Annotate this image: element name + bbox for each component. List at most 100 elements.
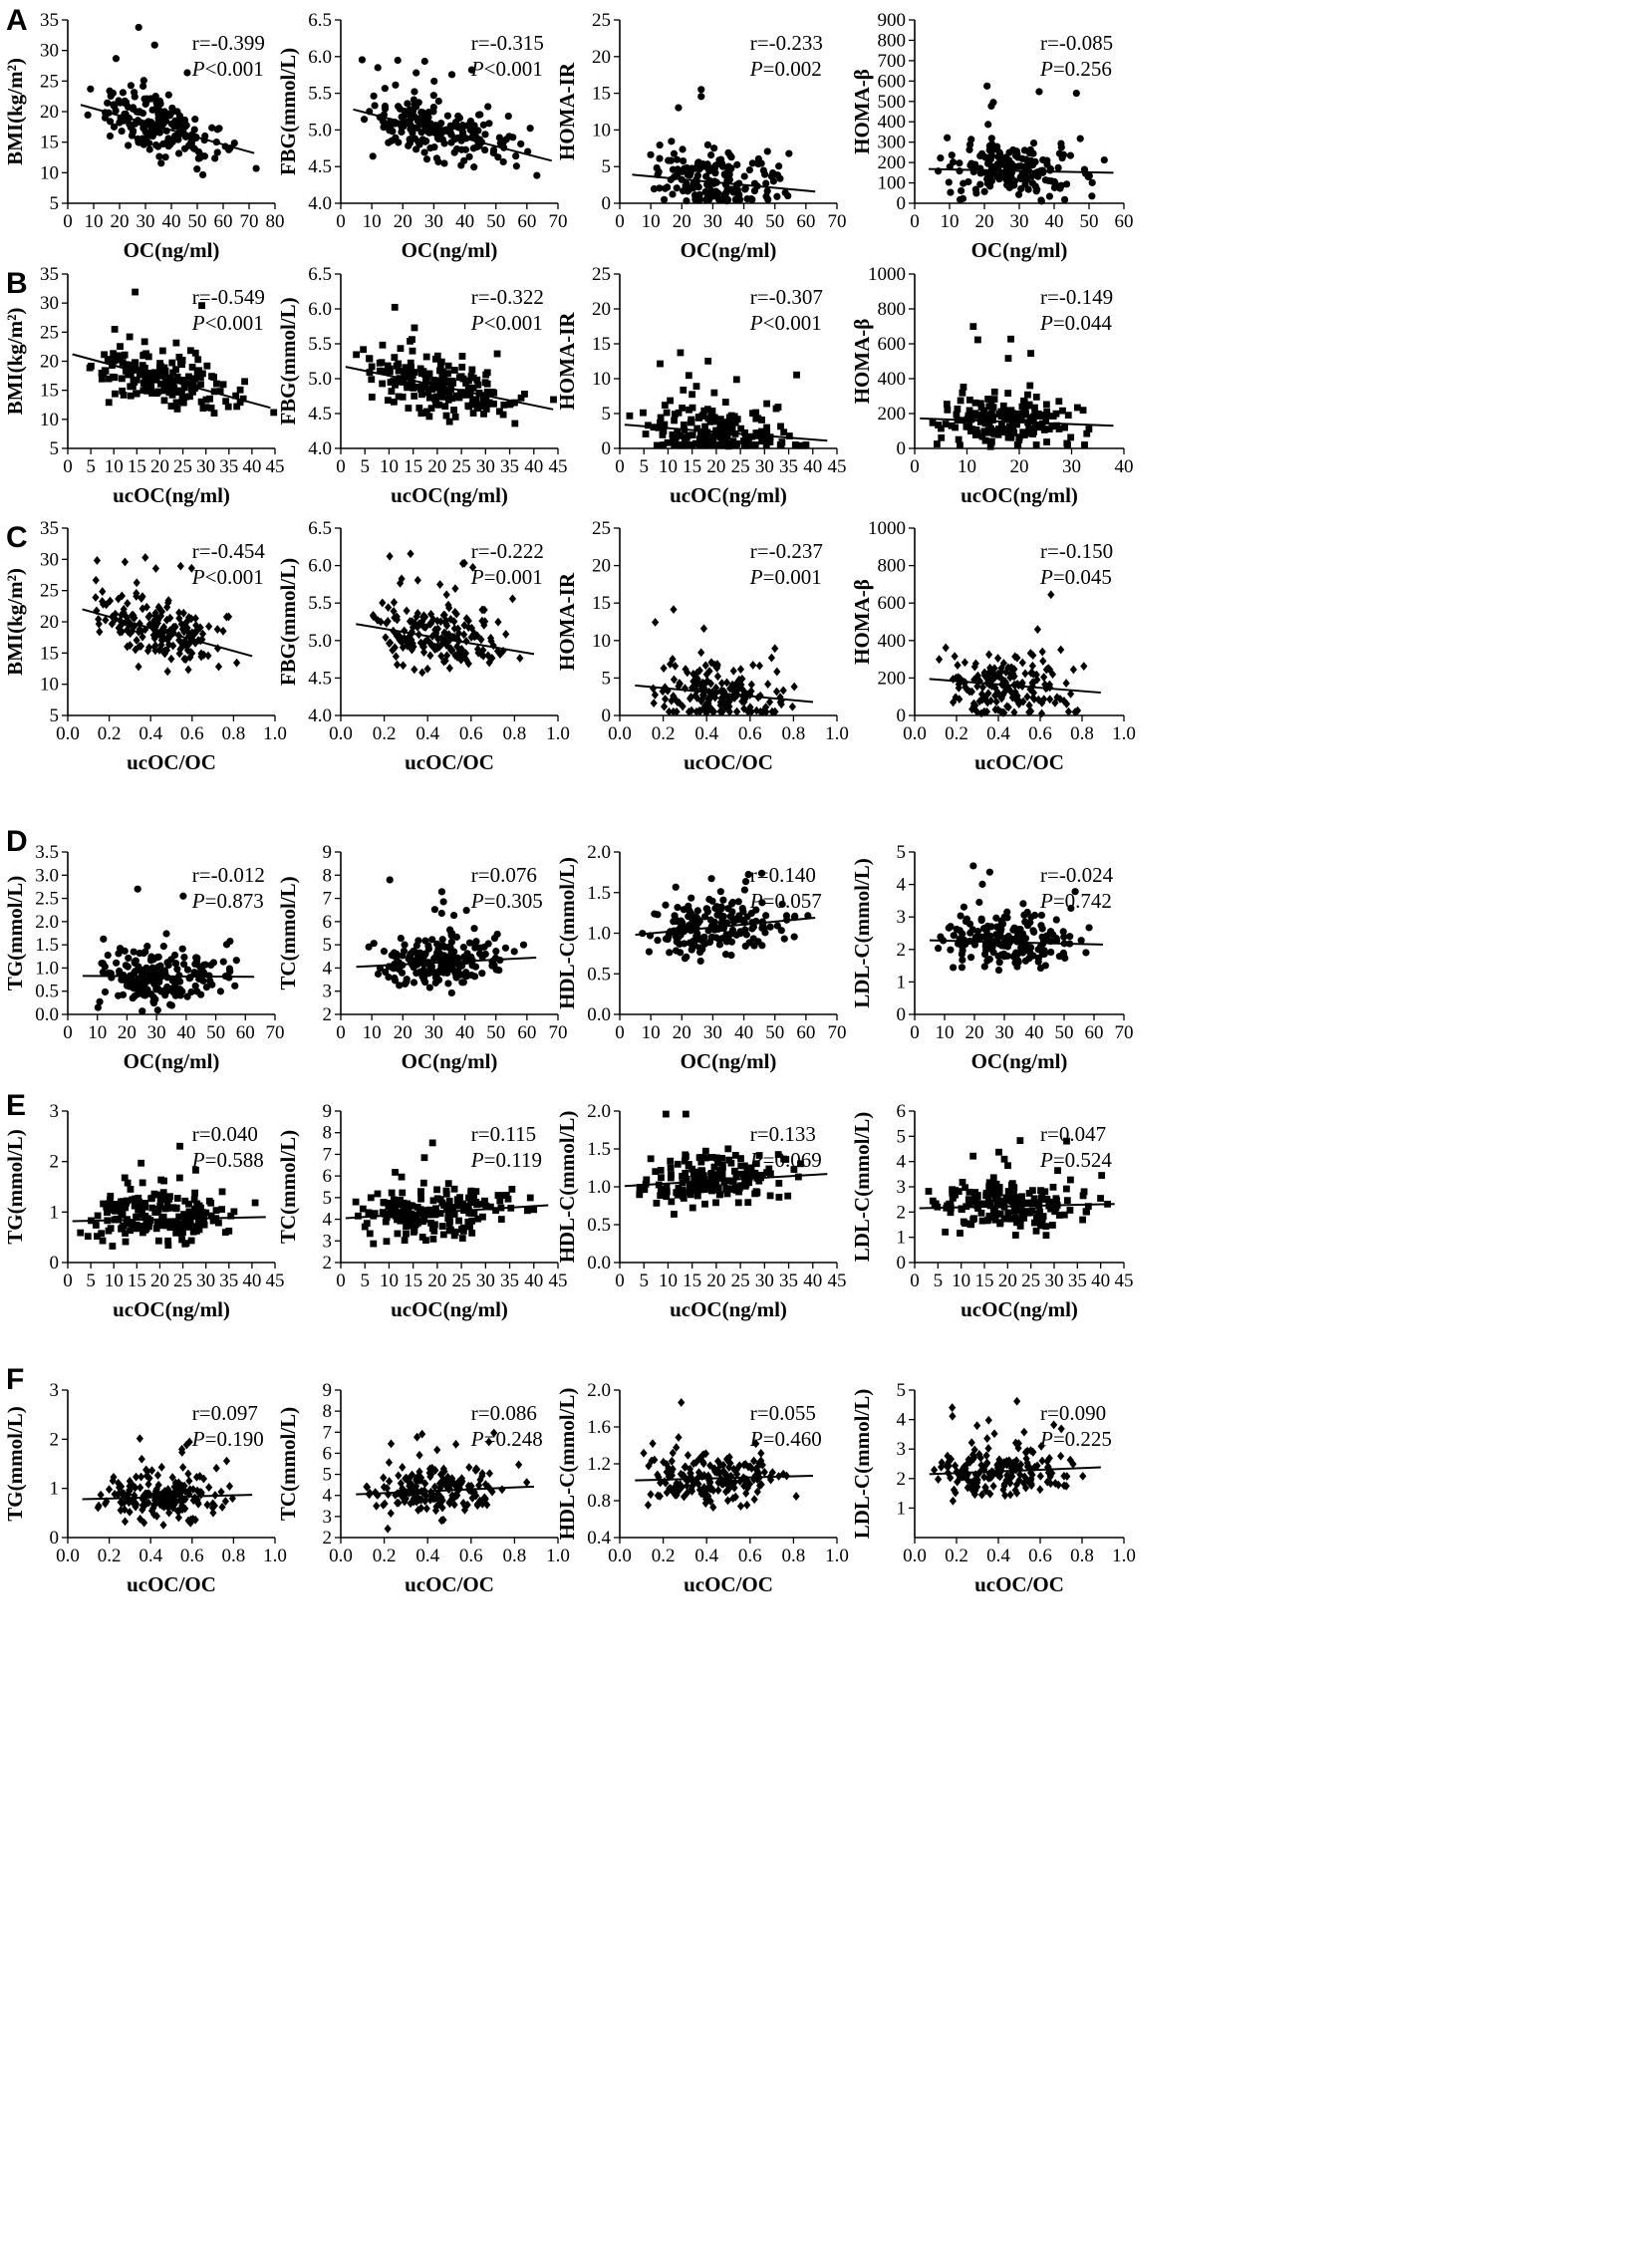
data-point [669,190,677,198]
data-point [1028,1187,1036,1195]
y-tick-label: 10 [40,410,59,430]
data-point [698,160,706,168]
data-point [413,383,421,391]
data-point [741,1173,749,1181]
data-point [403,978,411,986]
data-point [141,1224,148,1232]
data-point [1007,335,1014,343]
y-tick-label: 0 [897,706,907,726]
scatter-chart-1: 0 10 20 30 40 50 60 70 805101520253035OC(ng/ml)B… [3,10,285,262]
x-axis-title: OC(ng/ml) [681,238,777,262]
x-tick-label: 0.8 [222,1546,246,1566]
data-point [966,954,975,962]
data-point [449,1493,457,1503]
data-point [92,575,100,585]
data-point [999,402,1007,410]
data-point [1041,962,1049,970]
data-point [175,608,183,618]
x-axis-title: ucOC/OC [684,1572,773,1596]
data-point [987,135,995,142]
data-point [1051,698,1059,707]
y-tick-label: 4 [323,1210,333,1231]
data-point [420,148,428,156]
data-point [721,951,730,959]
data-point [151,646,159,656]
data-point [479,396,487,404]
x-tick-label: 40 [734,1022,753,1043]
data-point [1043,412,1051,420]
x-tick-label: 10 [105,456,124,477]
data-point [161,991,169,999]
data-point [1003,914,1011,922]
data-point [164,1237,172,1245]
data-point [737,680,745,690]
regression-line [635,917,816,937]
data-point [965,1220,973,1228]
data-point [969,699,978,708]
data-point [734,898,742,906]
data-point [718,195,727,203]
data-point [488,654,496,663]
x-tick-label: 1.0 [263,1546,287,1566]
data-point [1055,398,1063,406]
data-point [1027,350,1034,357]
data-point [750,942,758,950]
data-point [413,1219,421,1227]
data-point [413,1204,421,1211]
data-point [957,441,964,449]
data-point [353,351,360,359]
data-point [355,1212,362,1220]
data-point [431,1211,439,1219]
p-value-label: P<0.001 [470,57,543,81]
data-point [437,358,445,366]
data-point [763,400,771,408]
data-point [108,1206,116,1214]
data-point [719,896,727,904]
data-point [436,1196,444,1204]
data-point [457,161,465,169]
x-tick-label: 10 [642,211,661,232]
data-point [790,1166,798,1173]
y-tick-label: 25 [40,71,59,92]
data-point [697,86,705,94]
x-tick-label: 70 [266,1022,285,1043]
data-point [1013,421,1020,427]
data-point [390,1196,398,1204]
x-axis-title: ucOC(ng/ml) [391,1297,508,1321]
data-point [384,1524,392,1534]
panel-label-e: E [6,1089,27,1122]
x-tick-label: 20 [998,1270,1017,1291]
data-point [1035,413,1043,421]
data-point [138,1007,146,1015]
data-point [187,1237,195,1245]
data-point [511,420,519,427]
data-point [184,613,193,622]
data-point [715,909,723,917]
data-point [150,1190,158,1198]
data-point [479,651,487,661]
data-point [144,1498,152,1508]
data-point [156,1203,164,1210]
y-axis-title: FBG(mmol/L) [276,297,300,424]
data-point [515,1460,523,1470]
data-point [402,364,410,372]
x-tick-label: 0.4 [138,723,162,744]
data-point [997,674,1005,684]
x-tick-label: 40 [734,211,753,232]
y-axis-title: HDL-C(mmol/L) [555,1111,579,1264]
data-point [360,346,368,354]
data-point [176,561,184,571]
data-point [399,661,408,671]
data-point [140,95,148,103]
data-point [392,81,400,89]
data-point [199,170,207,179]
data-point [406,140,413,147]
data-point [403,606,411,616]
regression-line [356,623,535,656]
data-point [398,113,406,121]
data-point [455,1477,463,1487]
data-point [978,694,987,704]
x-tick-label: 25 [731,456,750,477]
data-point [949,698,958,707]
data-point [153,1471,162,1480]
